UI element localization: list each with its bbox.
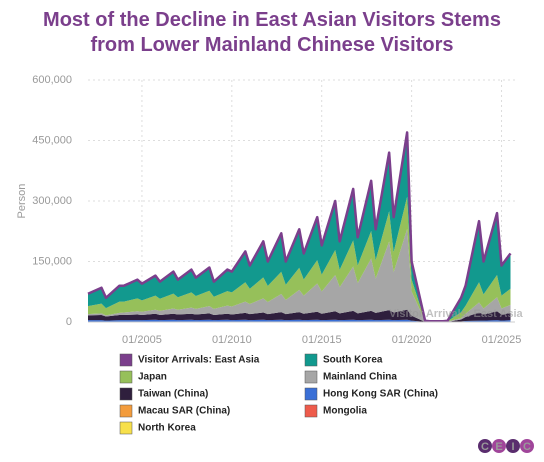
legend-swatch: [119, 387, 133, 401]
y-tick-label: 150,000: [32, 255, 72, 267]
line: [87, 131, 512, 323]
legend-label: Hong Kong SAR (China): [323, 389, 438, 400]
legend-swatch: [119, 421, 133, 435]
y-axis-title: Person: [16, 184, 28, 219]
area: [88, 309, 511, 322]
x-tick-label: 01/2005: [122, 334, 162, 346]
y-tick-label: 300,000: [32, 195, 72, 207]
x-tick-label: 01/2015: [302, 334, 342, 346]
logo-circle: [492, 439, 506, 453]
logo-letter: C: [523, 441, 531, 453]
logo-circle: [520, 439, 534, 453]
legend-swatch: [304, 387, 318, 401]
logo-letter: I: [511, 441, 514, 453]
area: [88, 196, 511, 322]
series-label: Visitor Arrivals: East Asia: [389, 308, 523, 320]
x-tick-label: 01/2010: [212, 334, 252, 346]
legend-label: North Korea: [138, 423, 196, 434]
legend-label: Japan: [138, 372, 167, 383]
legend-label: Mongolia: [323, 406, 367, 417]
legend-label: Macau SAR (China): [138, 406, 230, 417]
legend-swatch: [119, 370, 133, 384]
legend-swatch: [119, 404, 133, 418]
y-tick-label: 0: [66, 316, 72, 328]
logo-circle: [506, 439, 520, 453]
legend-label: Visitor Arrivals: East Asia: [138, 355, 260, 366]
x-tick-label: 01/2020: [392, 334, 432, 346]
logo-circle: [478, 439, 492, 453]
legend-label: Taiwan (China): [138, 389, 208, 400]
logo-letter: C: [481, 441, 489, 453]
legend-swatch: [304, 370, 318, 384]
x-tick-label: 01/2025: [482, 334, 522, 346]
legend-label: South Korea: [323, 355, 383, 366]
y-tick-label: 450,000: [32, 134, 72, 146]
area: [88, 319, 511, 322]
legend-swatch: [304, 353, 318, 367]
legend-label: Mainland China: [323, 372, 397, 383]
logo-letter: E: [495, 441, 502, 453]
y-tick-label: 600,000: [32, 74, 72, 86]
area: [88, 229, 511, 322]
chart-title: Most of the Decline in East Asian Visito…: [43, 9, 501, 56]
legend-swatch: [304, 404, 318, 418]
legend-swatch: [119, 353, 133, 367]
